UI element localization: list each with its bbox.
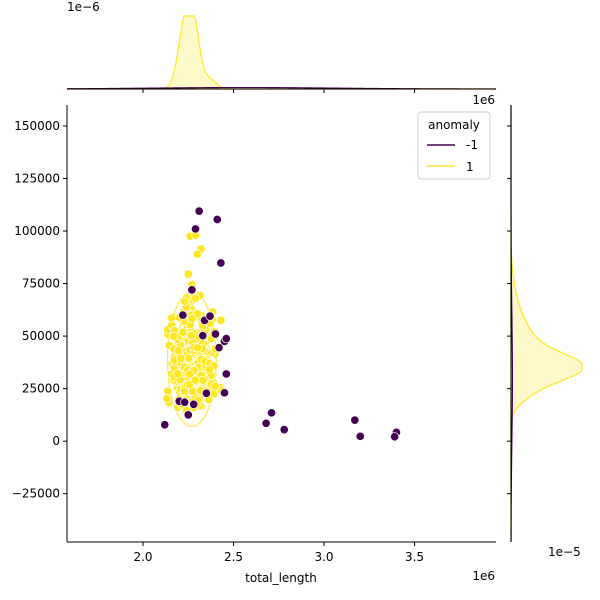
point-anomaly-1 [174,346,184,356]
point-anomaly-neg1 [216,258,226,268]
point-anomaly-1 [184,353,194,363]
point-anomaly-neg1 [201,388,211,398]
point-anomaly-neg1 [266,408,277,418]
point-anomaly-1 [198,375,208,385]
point-anomaly-1 [190,293,201,303]
point-anomaly-neg1 [390,432,400,442]
point-anomaly-neg1 [205,311,215,321]
right-marginal-curve-anomaly-1 [510,105,583,542]
y-tick-label: 25000 [22,382,60,396]
top-marginal-curve-anomaly-1 [67,15,496,90]
point-anomaly-1 [180,296,190,306]
point-anomaly-neg1 [279,425,289,435]
point-anomaly-neg1 [194,206,204,216]
axes [66,88,512,543]
point-anomaly-neg1 [187,285,197,295]
x-axis-offset-label: 1e6 [472,569,495,583]
x-tick-label: 2.0 [133,550,152,564]
legend-label-pos1: 1 [466,160,474,174]
point-anomaly-1 [173,369,183,379]
point-anomaly-neg1 [350,415,360,425]
point-anomaly-1 [162,394,172,404]
point-anomaly-neg1 [261,418,271,428]
point-anomaly-neg1 [214,343,224,353]
x-tick-label: 3.0 [314,550,333,564]
point-anomaly-neg1 [160,420,170,430]
point-anomaly-1 [204,364,214,375]
point-anomaly-1 [186,331,196,341]
point-anomaly-1 [178,327,188,337]
point-anomaly-1 [183,269,193,279]
point-anomaly-neg1 [212,214,222,225]
y-tick-label: 50000 [22,329,60,343]
y-tick-label: 125000 [14,172,60,186]
x-tick-label: 3.5 [405,550,424,564]
y-tick-label: −25000 [12,487,60,501]
point-anomaly-1 [193,343,203,353]
point-anomaly-1 [185,369,195,379]
scatter-points [160,206,401,442]
point-anomaly-neg1 [183,410,193,420]
point-anomaly-1 [179,386,190,397]
point-anomaly-1 [176,354,186,364]
point-anomaly-1 [167,313,177,323]
legend: anomaly -1 1 [417,111,491,180]
legend-title: anomaly [428,118,480,132]
point-anomaly-neg1 [198,331,208,341]
x-tick-label: 2.5 [224,550,243,564]
y-tick-label: 75000 [22,277,60,291]
point-anomaly-1 [210,381,220,391]
point-anomaly-neg1 [221,369,231,379]
point-anomaly-1 [187,314,197,324]
y-axis-offset-label: 1e6 [472,93,495,107]
point-anomaly-neg1 [219,388,230,398]
point-anomaly-neg1 [210,329,220,339]
point-anomaly-neg1 [180,397,190,407]
right-marginal-offset-label: 1e−5 [548,545,581,559]
point-anomaly-neg1 [189,399,199,409]
point-anomaly-neg1 [190,224,201,234]
point-anomaly-neg1 [355,431,365,441]
right-marginal-kde [510,105,583,542]
main-scatter-plot [160,206,401,442]
point-anomaly-1 [192,249,202,259]
y-tick-label: 150000 [14,119,60,133]
point-anomaly-1 [190,375,200,385]
top-marginal-kde [66,15,496,90]
y-axis-ticks: −25000 0 25000 50000 75000 100000 125000 150000 [12,119,511,501]
point-anomaly-1 [169,331,179,341]
legend-label-neg1: -1 [466,138,478,152]
x-axis-ticks: 2.0 2.5 3.0 3.5 [133,89,424,564]
x-axis-label: total_length [245,571,317,585]
point-anomaly-neg1 [178,310,188,320]
point-anomaly-1 [216,315,226,325]
top-marginal-offset-label: 1e−6 [67,0,100,14]
y-tick-label: 0 [52,434,60,448]
y-tick-label: 100000 [14,224,60,238]
point-anomaly-neg1 [221,334,231,344]
